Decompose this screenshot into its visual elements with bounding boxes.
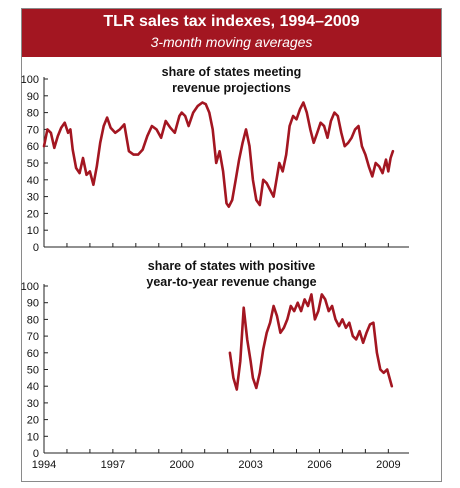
panel-2-title-line-1: share of states with positive xyxy=(148,259,315,273)
chart-frame: TLR sales tax indexes, 1994–2009 3-month… xyxy=(21,8,442,482)
y-tick-label: 20 xyxy=(27,208,39,220)
x-tick-label: 2000 xyxy=(169,459,193,471)
y-tick-label: 60 xyxy=(27,141,39,153)
y-tick-label: 80 xyxy=(27,108,39,120)
y-tick-label: 40 xyxy=(27,381,39,393)
y-tick-label: 50 xyxy=(27,158,39,170)
y-tick-label: 90 xyxy=(27,91,39,103)
y-tick-label: 0 xyxy=(33,242,39,254)
y-tick-label: 40 xyxy=(27,175,39,187)
x-tick-label: 2003 xyxy=(238,459,262,471)
y-tick-label: 50 xyxy=(27,365,39,377)
chart-subtitle: 3-month moving averages xyxy=(150,34,313,50)
y-tick-label: 20 xyxy=(27,415,39,427)
y-tick-label: 60 xyxy=(27,348,39,360)
panel-1-title-line-2: revenue projections xyxy=(172,81,291,95)
y-tick-label: 30 xyxy=(27,192,39,204)
y-tick-label: 100 xyxy=(21,281,39,293)
y-tick-label: 10 xyxy=(27,225,39,237)
x-tick-label: 1994 xyxy=(32,459,56,471)
y-tick-label: 0 xyxy=(33,448,39,460)
chart-title: TLR sales tax indexes, 1994–2009 xyxy=(103,13,360,30)
y-tick-label: 70 xyxy=(27,124,39,136)
panel-2-series-line xyxy=(228,293,394,391)
y-tick-label: 30 xyxy=(27,398,39,410)
y-tick-label: 70 xyxy=(27,331,39,343)
panel-2-title-line-2: year-to-year revenue change xyxy=(146,275,316,289)
y-tick-label: 10 xyxy=(27,431,39,443)
y-tick-label: 90 xyxy=(27,298,39,310)
panel-1-series-line xyxy=(42,101,395,208)
panel-1-title-line-1: share of states meeting xyxy=(162,65,302,79)
chart-header: TLR sales tax indexes, 1994–2009 3-month… xyxy=(22,9,441,57)
y-tick-label: 80 xyxy=(27,314,39,326)
y-tick-label: 100 xyxy=(21,74,39,86)
x-tick-label: 1997 xyxy=(101,459,125,471)
x-tick-label: 2009 xyxy=(376,459,400,471)
x-tick-label: 2006 xyxy=(307,459,331,471)
